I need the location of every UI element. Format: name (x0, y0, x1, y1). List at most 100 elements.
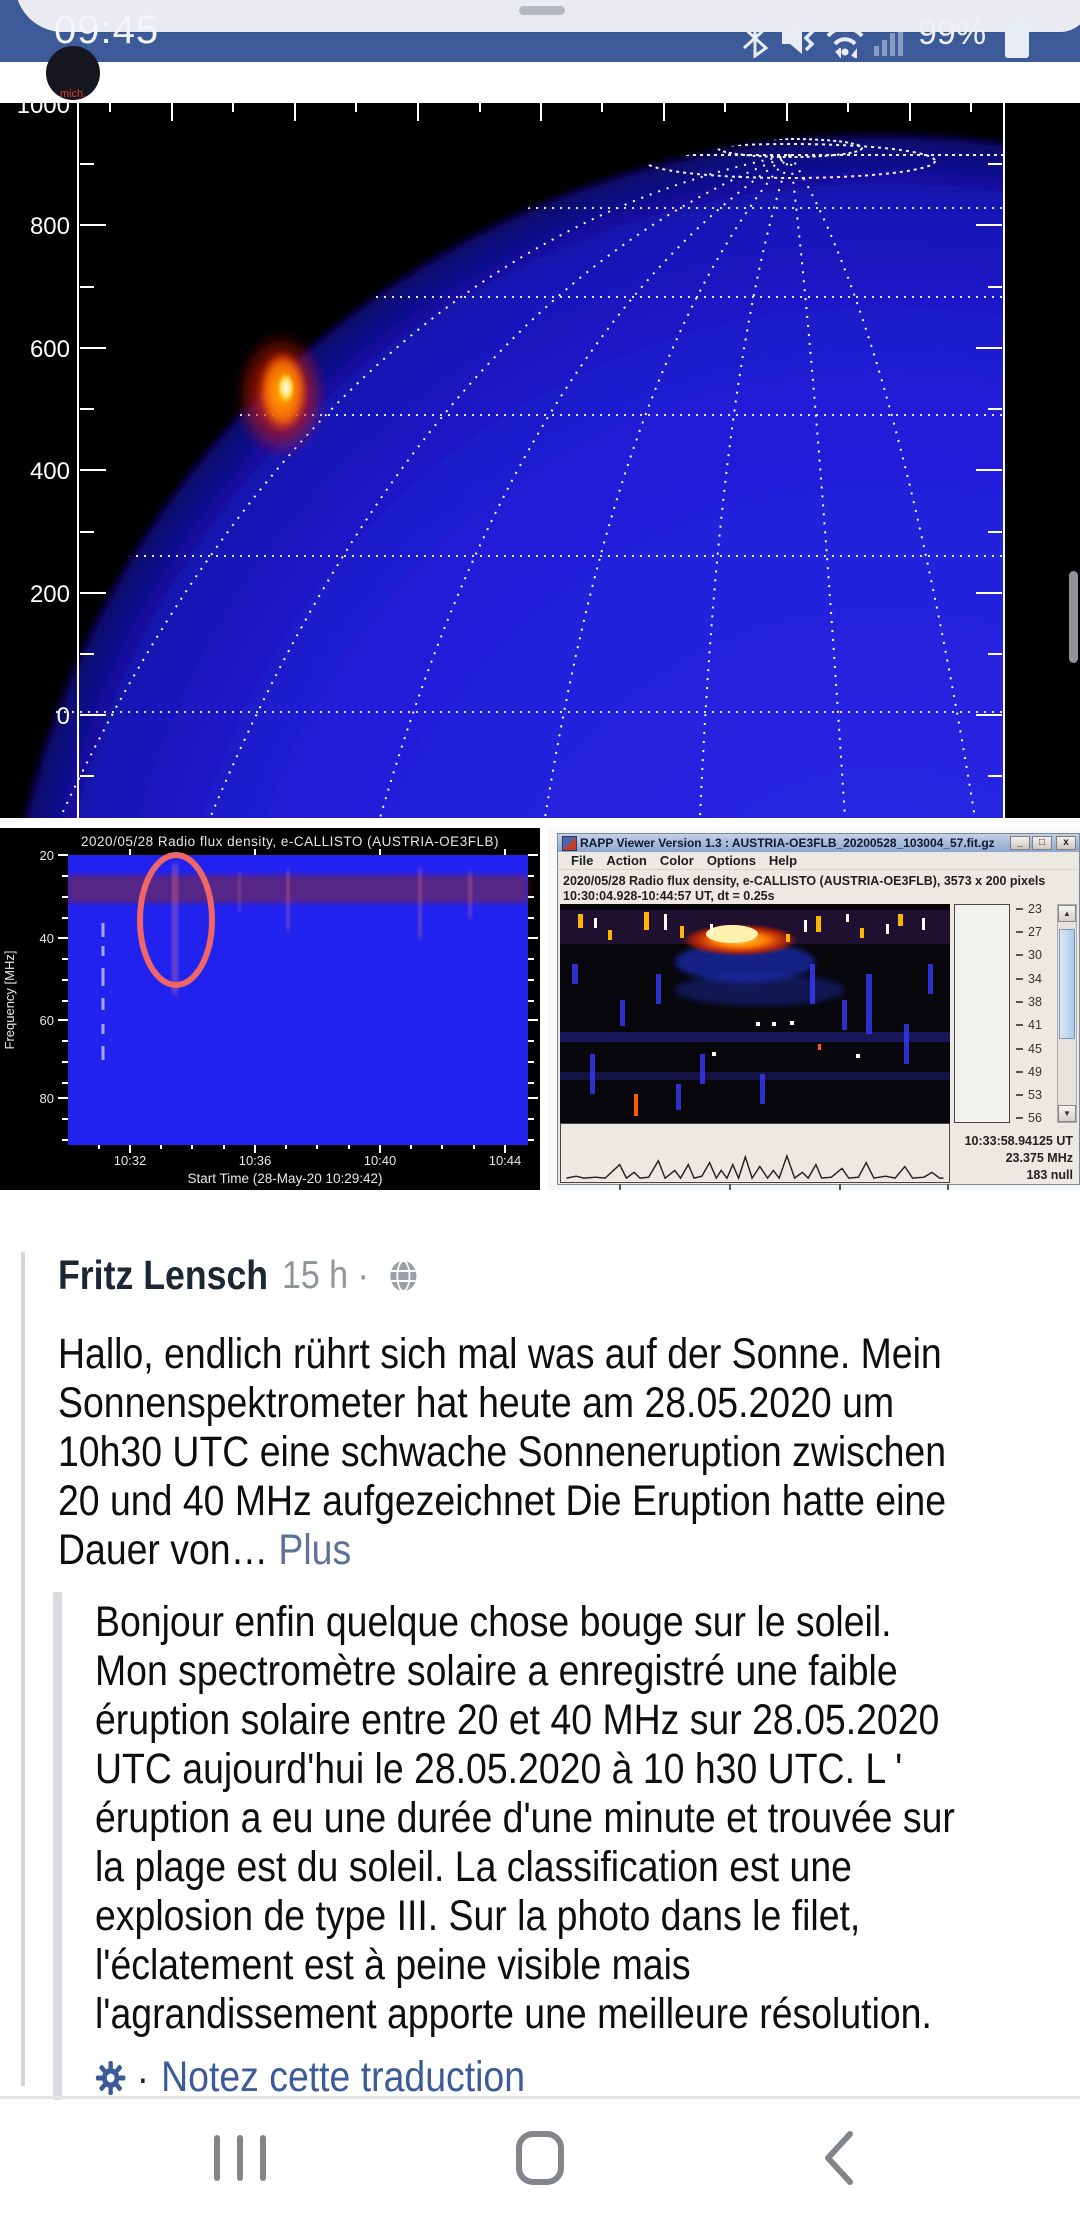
notification-sheet[interactable] (15, 0, 1080, 32)
bluetooth-icon (742, 18, 769, 58)
freq-tick: 27 (1016, 925, 1062, 939)
status-icons (742, 18, 903, 58)
svg-text:1000: 1000 (17, 103, 70, 119)
readout-frequency: 23.375 MHz (1005, 1151, 1073, 1165)
mute-icon (782, 22, 815, 54)
solar-eruption-spot (235, 331, 327, 459)
solar-axes (77, 103, 1005, 818)
svg-text:10:44: 10:44 (489, 1153, 522, 1168)
maximize-button[interactable]: □ (1032, 836, 1052, 850)
status-clock: 09:45 (54, 8, 160, 52)
battery-percentage: 99% (918, 14, 987, 52)
freq-tick: 56 (1016, 1111, 1062, 1125)
post-divider (0, 2096, 1080, 2099)
svg-text:60: 60 (40, 1013, 54, 1028)
freq-tick: 45 (1016, 1042, 1062, 1056)
menu-color[interactable]: Color (659, 853, 694, 868)
freq-tick: 38 (1016, 995, 1062, 1009)
globe-privacy-icon (390, 1259, 417, 1292)
scroll-up-icon[interactable]: ▲ (1058, 905, 1076, 922)
rate-translation-row: · Notez cette traduction (95, 2053, 1069, 2102)
scroll-thumb[interactable] (1059, 929, 1075, 1039)
post-body: Hallo, endlich rührt sich mal was auf de… (58, 1330, 1067, 1575)
menu-file[interactable]: File (571, 853, 594, 868)
rapp-selection-box (954, 904, 1010, 1123)
home-button[interactable] (516, 2131, 564, 2185)
separator-dot: · (136, 2053, 149, 2101)
spect-blue-specks (572, 964, 933, 1110)
callisto-ticks (58, 849, 538, 1153)
translation-quote: Bonjour enfin quelque chose bouge sur le… (53, 1592, 1073, 2116)
svg-text:10:32: 10:32 (114, 1153, 147, 1168)
recents-bar-icon (237, 2135, 243, 2181)
freq-tick: 41 (1016, 1018, 1062, 1032)
svg-text:600: 600 (30, 336, 70, 363)
callisto-ylabel: Frequency [MHz] (2, 951, 17, 1050)
see-more-link[interactable]: Plus (278, 1526, 352, 1574)
solar-disk-image[interactable]: 1000 800 600 400 200 0 (0, 92, 1080, 818)
rapp-ruler (619, 1184, 949, 1190)
scroll-down-icon[interactable]: ▼ (1058, 1105, 1076, 1122)
callisto-xlabel: Start Time (28-May-20 10:29:42) (187, 1171, 382, 1186)
rapp-scrollbar[interactable]: ▲ ▼ (1057, 904, 1077, 1123)
callisto-plot-area (68, 855, 528, 1145)
rapp-info-line2: 10:30:04.928-10:44:57 UT, dt = 0.25s (563, 889, 775, 903)
callisto-xtick-labels: 10:32 10:36 10:40 10:44 (114, 1153, 522, 1168)
rapp-viewer-photo[interactable]: RAPP Viewer Version 1.3 : AUSTRIA-OE3FLB… (548, 828, 1080, 1190)
freq-tick: 53 (1016, 1088, 1062, 1102)
svg-text:10:36: 10:36 (239, 1153, 272, 1168)
callisto-streaks (172, 864, 472, 994)
sheet-drag-handle-icon[interactable] (519, 6, 565, 15)
back-button[interactable] (818, 2130, 862, 2186)
freq-tick: 23 (1016, 902, 1062, 916)
rapp-spectrogram[interactable] (560, 904, 950, 1123)
left-scroll-indicator (21, 1252, 25, 2086)
rate-translation-link[interactable]: Notez cette traduction (161, 2053, 526, 2101)
post-header: Fritz Lensch 15 h · (58, 1252, 1059, 1299)
sun-disk (23, 133, 1004, 818)
callisto-noise-band (68, 875, 528, 903)
minimize-button[interactable]: _ (1010, 836, 1030, 850)
translation-text: Bonjour enfin quelque chose bouge sur le… (95, 1598, 955, 2038)
svg-text:20: 20 (40, 848, 54, 863)
readout-value: 183 null (1026, 1168, 1073, 1182)
post-author[interactable]: Fritz Lensch (58, 1252, 269, 1298)
menu-help[interactable]: Help (768, 853, 798, 868)
avatar[interactable]: mich. (46, 46, 100, 100)
menu-options[interactable]: Options (706, 853, 756, 868)
callisto-title: 2020/05/28 Radio flux density, e-CALLIST… (81, 834, 499, 849)
callisto-spectrogram-image[interactable]: 2020/05/28 Radio flux density, e-CALLIST… (0, 828, 540, 1190)
callisto-ytick-labels: 20 40 60 80 (40, 848, 54, 1106)
svg-text:800: 800 (30, 213, 70, 240)
close-button[interactable]: x (1056, 836, 1076, 850)
rapp-window-title: RAPP Viewer Version 1.3 : AUSTRIA-OE3FLB… (580, 836, 995, 850)
gear-icon[interactable] (95, 2060, 126, 2096)
post-body-text: Hallo, endlich rührt sich mal was auf de… (58, 1330, 947, 1574)
solar-ytick-labels: 1000 800 600 400 200 0 (17, 92, 70, 730)
page-scrollbar[interactable] (1069, 571, 1078, 663)
rapp-menu-bar: File Action Color Options Help (558, 852, 1079, 870)
svg-text:40: 40 (40, 931, 54, 946)
readout-time: 10:33:58.94125 UT (964, 1134, 1073, 1148)
battery-icon (1005, 18, 1029, 58)
post-timestamp: 15 h · (282, 1253, 379, 1297)
svg-text:0: 0 (57, 703, 70, 730)
rapp-info-line1: 2020/05/28 Radio flux density, e-CALLIST… (563, 874, 1046, 888)
svg-text:400: 400 (30, 458, 70, 485)
spect-white-specks (594, 914, 925, 1058)
annotation-ellipse (137, 852, 215, 988)
menu-action[interactable]: Action (606, 853, 647, 868)
freq-tick: 49 (1016, 1065, 1062, 1079)
android-nav-bar (0, 2100, 1080, 2220)
recents-button[interactable] (214, 2135, 266, 2181)
rapp-viewer-window: RAPP Viewer Version 1.3 : AUSTRIA-OE3FLB… (557, 833, 1080, 1190)
wifi-icon (826, 25, 864, 58)
svg-text:10:40: 10:40 (364, 1153, 397, 1168)
svg-text:80: 80 (40, 1091, 54, 1106)
freq-tick: 30 (1016, 948, 1062, 962)
signal-icon (874, 26, 903, 56)
rapp-title-bar[interactable]: RAPP Viewer Version 1.3 : AUSTRIA-OE3FLB… (558, 834, 1079, 852)
recents-bar-icon (260, 2135, 266, 2181)
recents-bar-icon (214, 2135, 220, 2181)
